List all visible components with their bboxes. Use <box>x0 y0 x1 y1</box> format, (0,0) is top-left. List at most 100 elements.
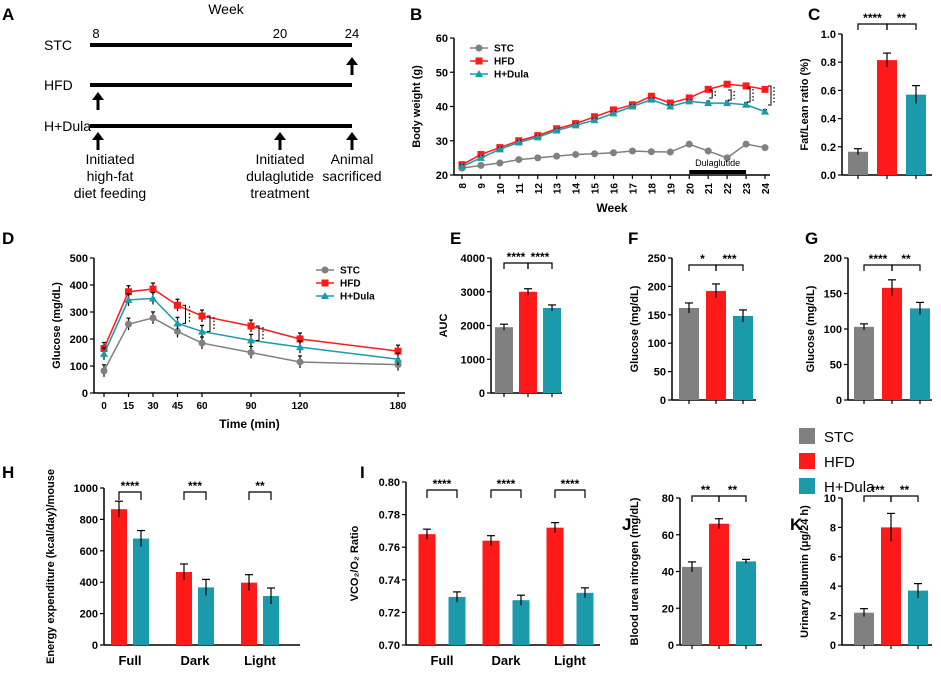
legend-label: STC <box>340 266 360 277</box>
data-point-dula <box>514 138 523 146</box>
data-point-dula <box>247 336 255 344</box>
data-point-stc <box>174 327 181 335</box>
x-category-label: Light <box>244 653 276 668</box>
annotation-line: dulaglutide <box>246 168 314 184</box>
bar-hfd <box>709 523 729 645</box>
significance-bracket <box>554 489 586 498</box>
week-title: Week <box>208 1 245 17</box>
bar-dula <box>133 538 149 645</box>
arrow-head <box>346 132 358 140</box>
significance-stars: **** <box>497 477 516 491</box>
y-tick-label: 400 <box>80 577 98 589</box>
x-category-label: Dark <box>181 653 211 668</box>
bar-dula <box>263 596 279 645</box>
data-point-stc <box>496 159 504 167</box>
annotation-line: Initiated <box>85 151 134 167</box>
panel-letter-K: K <box>790 515 803 534</box>
y-tick-label: 20 <box>662 603 674 615</box>
x-tick-label: 16 <box>610 183 621 195</box>
significance-stars: *** <box>722 252 736 266</box>
significance-bracket <box>709 89 713 99</box>
significance-bracket <box>256 325 260 341</box>
significance-stars: **** <box>121 479 140 493</box>
x-tick-label: 12 <box>534 183 545 195</box>
significance-bracket <box>747 87 751 103</box>
x-tick-label: 11 <box>515 183 526 194</box>
y-tick-label: 30 <box>436 136 448 148</box>
significance-bracket <box>248 491 272 500</box>
panel-j-bars: 0 20 40 60 80 Blood urea nitrogen (mg/dL) ** ** <box>629 483 762 652</box>
significance-stars: ** <box>728 483 738 497</box>
y-tick-label: 0.0 <box>821 170 836 182</box>
bar-dula <box>448 596 466 645</box>
y-tick-label: 4000 <box>461 253 485 265</box>
bar-stc <box>495 327 513 393</box>
x-tick-label: 18 <box>647 183 658 195</box>
x-category-label: Full <box>118 653 141 668</box>
legend-label: H+Dula <box>340 292 375 303</box>
bar-hfd <box>882 287 902 400</box>
x-tick-label: 22 <box>723 183 734 195</box>
bar-hfd <box>706 290 726 400</box>
y-tick-label: 50 <box>654 367 666 379</box>
data-point-stc <box>149 314 157 322</box>
y-tick-label: 500 <box>70 253 88 265</box>
legend-swatch-hfd <box>799 453 815 469</box>
panel-letter-D: D <box>2 229 14 248</box>
panel-letter-A: A <box>2 5 14 24</box>
y-axis-label: Urinary albumin (μg/24 h) <box>799 505 811 638</box>
y-tick-label: 0.78 <box>379 510 400 522</box>
significance-bracket <box>728 89 732 101</box>
significance-stars: **** <box>507 250 526 264</box>
y-tick-label: 60 <box>662 530 674 542</box>
data-point-dula <box>552 126 561 134</box>
data-point-stc <box>591 150 599 158</box>
data-point-hfd <box>394 347 402 355</box>
bar-dula <box>198 587 214 645</box>
data-point-stc <box>742 140 750 148</box>
data-point-dula <box>124 295 133 303</box>
data-point-stc <box>247 349 255 356</box>
annotation-line: Initiated <box>255 151 304 167</box>
y-tick-label: 200 <box>648 281 666 293</box>
bar-stc <box>854 326 874 400</box>
significance-bracket <box>527 262 553 269</box>
data-point-hfd <box>149 285 157 293</box>
bar-dula <box>906 94 926 175</box>
data-point-dula <box>666 102 675 110</box>
y-axis-label: AUC <box>438 314 450 338</box>
data-point-stc <box>572 150 580 158</box>
significance-bracket <box>891 264 921 271</box>
legend-marker <box>475 57 483 65</box>
bar-dula <box>543 307 561 393</box>
x-tick-label: 15 <box>591 183 602 195</box>
bar-dula <box>512 600 530 645</box>
legend-label: HFD <box>824 454 855 471</box>
panel-letter-F: F <box>628 229 638 248</box>
bar-stc <box>679 307 699 400</box>
y-tick-label: 400 <box>70 280 88 292</box>
x-tick-label: 8 <box>458 183 469 189</box>
x-category-label: Full <box>430 653 453 668</box>
data-point-dula <box>394 355 402 363</box>
y-axis-label: Glucose (mg/dL) <box>629 285 641 372</box>
panel-letter-G: G <box>805 229 818 248</box>
data-point-stc <box>100 367 108 375</box>
y-tick-label: 0.4 <box>821 114 837 126</box>
y-tick-label: 100 <box>648 338 666 350</box>
y-axis-label: Glucose (mg/dL) <box>805 285 817 372</box>
data-point-dula <box>173 319 182 327</box>
data-point-stc <box>761 144 769 152</box>
y-tick-label: 40 <box>662 567 674 579</box>
y-tick-label: 0.80 <box>379 477 400 489</box>
data-point-dula <box>476 153 485 161</box>
panel-letter-I: I <box>360 463 365 482</box>
y-tick-label: 0.2 <box>821 142 836 154</box>
significance-bracket <box>118 491 142 500</box>
legend-label: STC <box>824 429 854 446</box>
y-tick-label: 300 <box>70 307 88 319</box>
data-point-hfd <box>125 288 132 296</box>
y-tick-label: 100 <box>824 324 842 336</box>
